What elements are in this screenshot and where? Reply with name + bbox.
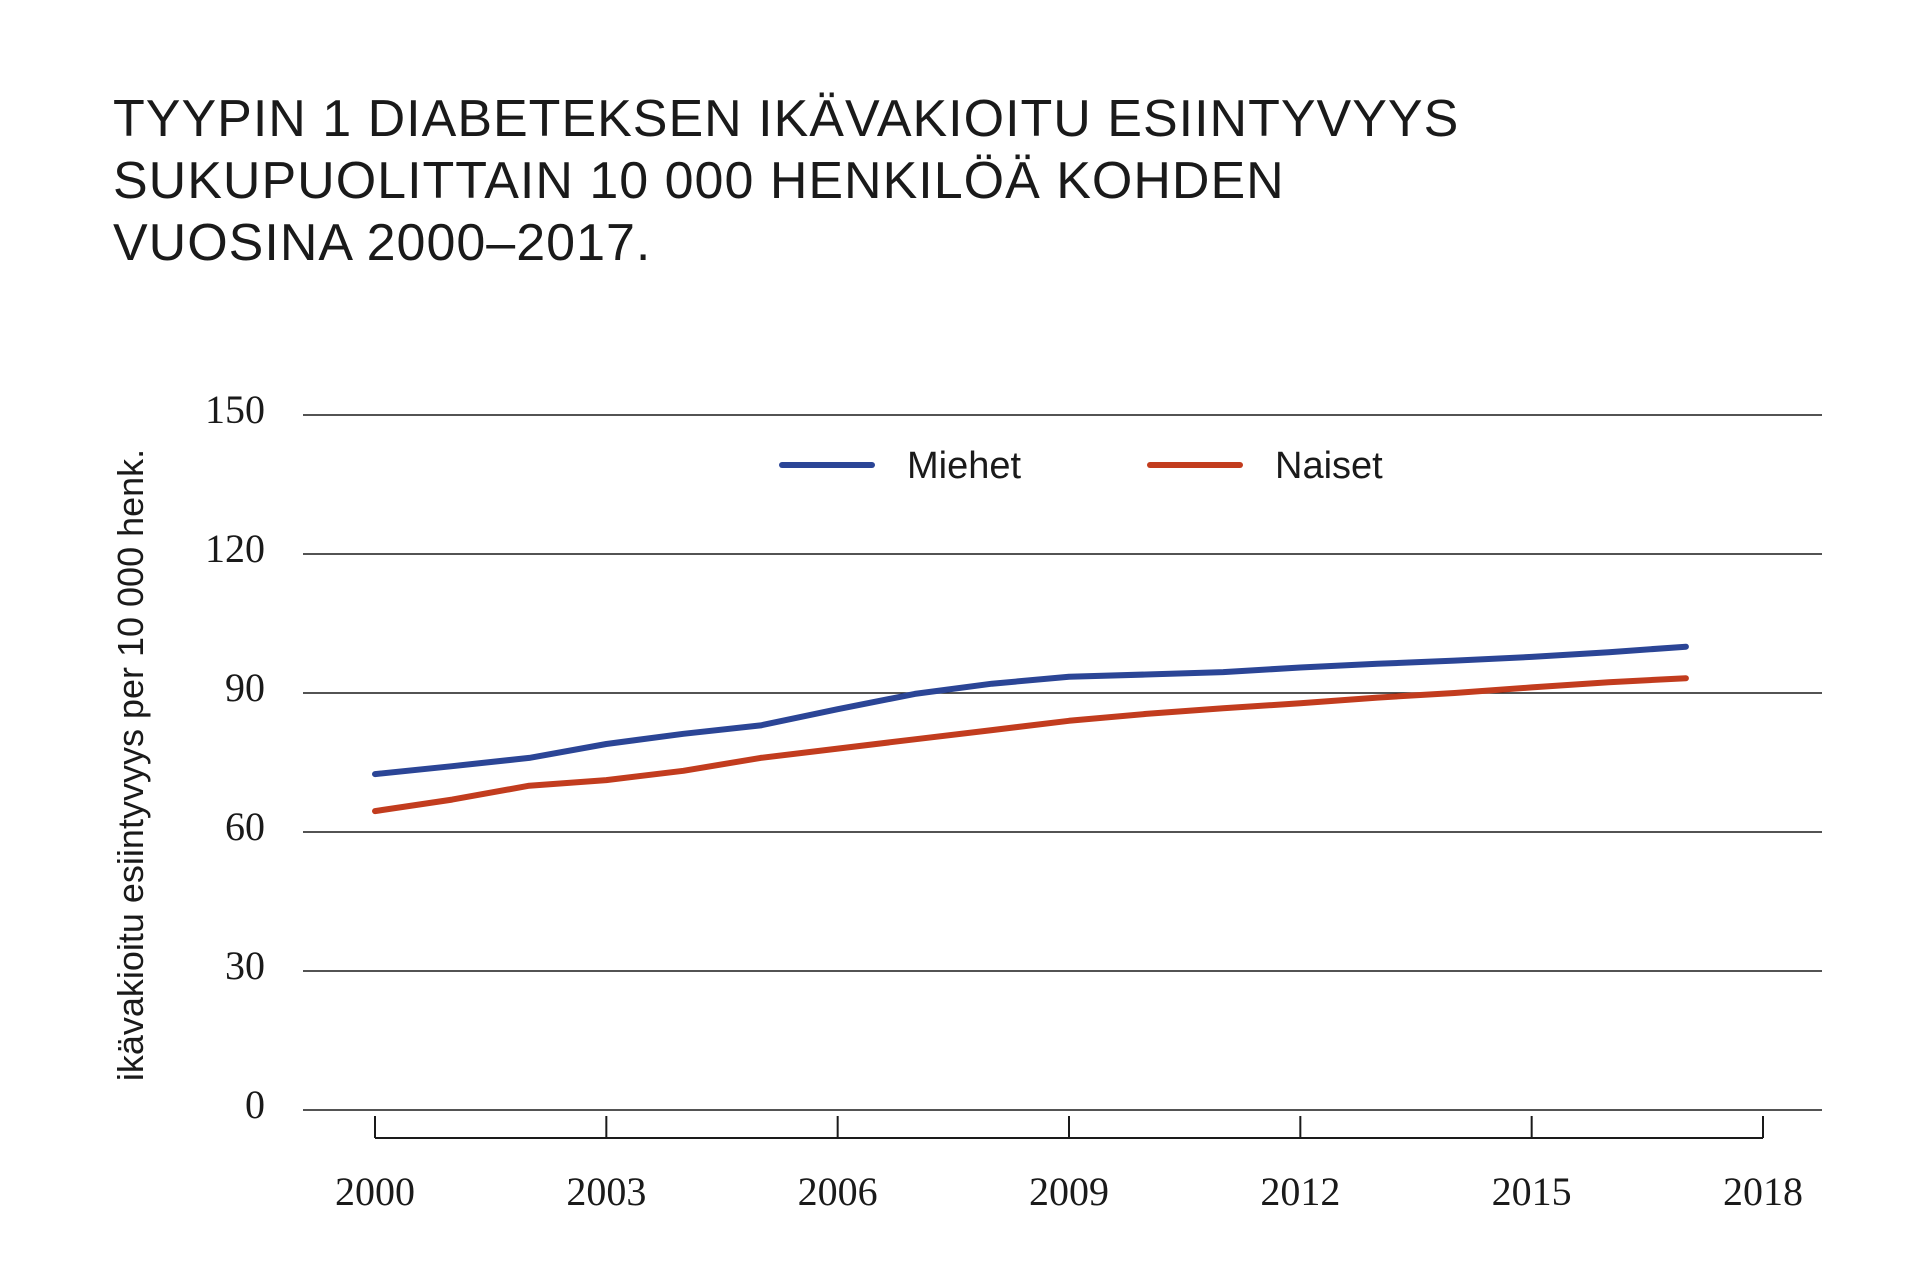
- y-tick-label: 120: [205, 526, 265, 571]
- chart-title-line-3: VUOSINA 2000–2017.: [113, 214, 652, 272]
- x-tick-label: 2000: [335, 1169, 415, 1214]
- x-tick-label: 2015: [1492, 1169, 1572, 1214]
- y-tick-label: 90: [225, 665, 265, 710]
- x-tick-label: 2006: [798, 1169, 878, 1214]
- gridlines: [303, 414, 1822, 1111]
- y-axis-label: ikävakioitu esiintyvyys per 10 000 henk.: [110, 449, 151, 1081]
- y-tick-label: 30: [225, 943, 265, 988]
- series-line-miehet: [372, 643, 1689, 778]
- y-tick-label: 60: [225, 804, 265, 849]
- x-tick-label: 2009: [1029, 1169, 1109, 1214]
- series-line-naiset: [372, 675, 1689, 815]
- x-tick-label: 2003: [566, 1169, 646, 1214]
- y-tick-label: 150: [205, 387, 265, 432]
- x-tick-label: 2018: [1723, 1169, 1803, 1214]
- chart-title: TYYPIN 1 DIABETEKSEN IKÄVAKIOITU ESIINTY…: [113, 88, 1813, 274]
- chart-title-line-1: TYYPIN 1 DIABETEKSEN IKÄVAKIOITU ESIINTY…: [113, 90, 1460, 148]
- y-axis-label-group: ikävakioitu esiintyvyys per 10 000 henk.: [110, 449, 151, 1081]
- y-axis-tick-labels: 0 30 60 90 120 150: [205, 387, 265, 1127]
- legend-label-naiset: Naiset: [1275, 445, 1383, 487]
- x-axis: 2000 2003 2006 2009 2012 2015 2018: [335, 1116, 1803, 1214]
- y-tick-label: 0: [245, 1082, 265, 1127]
- x-tick-label: 2012: [1260, 1169, 1340, 1214]
- legend-label-miehet: Miehet: [907, 445, 1021, 487]
- legend: Miehet Naiset: [779, 445, 1383, 487]
- series-lines: [372, 643, 1689, 815]
- chart-title-line-2: SUKUPUOLITTAIN 10 000 HENKILÖÄ KOHDEN: [113, 152, 1285, 210]
